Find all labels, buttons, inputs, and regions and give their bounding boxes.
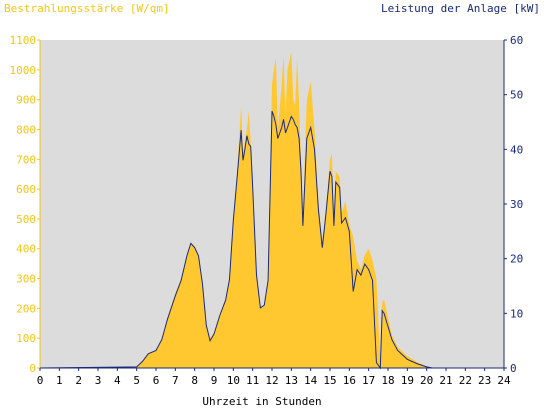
x-tick-label: 16 (343, 374, 356, 387)
x-tick-label: 3 (95, 374, 102, 387)
x-tick-label: 23 (478, 374, 491, 387)
left-tick-label: 800 (16, 123, 36, 136)
right-tick-label: 0 (510, 362, 517, 375)
x-tick-label: 12 (265, 374, 278, 387)
left-tick-label: 300 (16, 273, 36, 286)
x-tick-label: 14 (304, 374, 318, 387)
x-tick-label: 4 (114, 374, 121, 387)
x-tick-label: 2 (75, 374, 82, 387)
x-tick-label: 0 (37, 374, 44, 387)
x-tick-label: 6 (153, 374, 160, 387)
right-axis-title: Leistung der Anlage [kW] (381, 2, 540, 15)
right-tick-label: 20 (510, 253, 523, 266)
right-tick-label: 10 (510, 307, 523, 320)
left-tick-label: 0 (29, 362, 36, 375)
x-tick-label: 13 (285, 374, 298, 387)
x-tick-label: 15 (323, 374, 336, 387)
x-tick-label: 11 (246, 374, 259, 387)
left-tick-label: 400 (16, 243, 36, 256)
x-tick-label: 24 (497, 374, 511, 387)
left-tick-label: 500 (16, 213, 36, 226)
x-tick-label: 18 (381, 374, 394, 387)
left-tick-label: 700 (16, 153, 36, 166)
left-tick-label: 900 (16, 94, 36, 107)
x-tick-label: 9 (211, 374, 218, 387)
right-axis-ticks: 0 10 20 30 40 50 60 (504, 34, 523, 375)
left-tick-label: 1000 (10, 64, 37, 77)
power-line-series (39, 110, 504, 370)
x-tick-label: 7 (172, 374, 179, 387)
x-tick-label: 1 (56, 374, 63, 387)
left-tick-label: 600 (16, 183, 36, 196)
left-tick-label: 200 (16, 302, 36, 315)
power-line-layer (39, 110, 504, 370)
left-tick-label: 100 (16, 332, 36, 345)
x-axis-ticks: 0 1 2 3 4 5 6 7 8 9 10 11 12 13 14 15 16 17 18 19 20 21 22 23 24 (37, 368, 511, 387)
x-tick-label: 10 (227, 374, 240, 387)
x-tick-label: 8 (191, 374, 198, 387)
right-tick-label: 50 (510, 89, 523, 102)
right-tick-label: 40 (510, 143, 523, 156)
left-tick-label: 1100 (10, 34, 37, 47)
x-tick-label: 21 (439, 374, 452, 387)
x-tick-label: 5 (133, 374, 140, 387)
x-tick-label: 20 (420, 374, 433, 387)
x-tick-label: 17 (362, 374, 375, 387)
right-tick-label: 60 (510, 34, 523, 47)
irradiance-area-series (40, 51, 504, 369)
x-tick-label: 19 (401, 374, 414, 387)
left-axis-ticks: 0 100 200 300 400 500 600 700 800 900 1000 1100 (10, 34, 40, 375)
x-axis-title: Uhrzeit in Stunden (202, 395, 321, 408)
x-tick-label: 22 (459, 374, 472, 387)
irradiance-area-layer (40, 51, 504, 369)
left-axis-title: Bestrahlungsstärke [W/qm] (4, 2, 170, 15)
right-tick-label: 30 (510, 198, 523, 211)
